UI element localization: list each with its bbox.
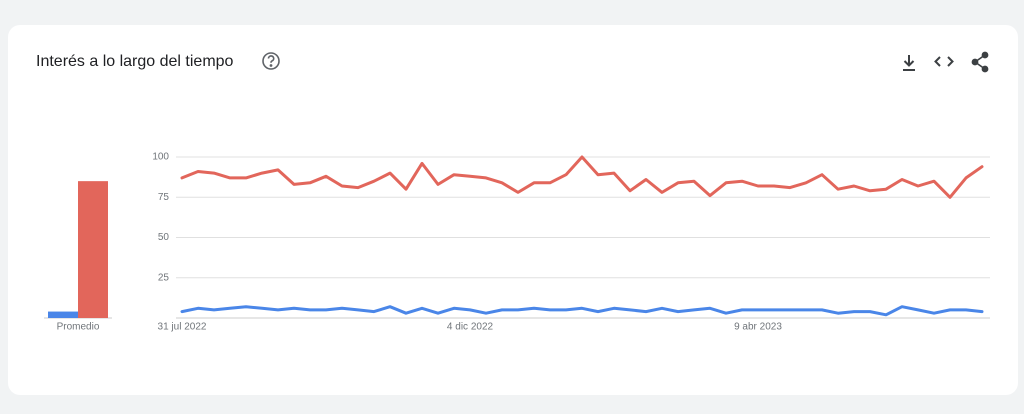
- x-tick-label: 31 jul 2022: [158, 322, 207, 333]
- card: [8, 25, 1018, 395]
- help-icon[interactable]: [262, 52, 280, 70]
- x-tick-label: 9 abr 2023: [734, 322, 782, 333]
- y-tick-label: 25: [158, 272, 170, 283]
- average-bar: [78, 181, 108, 318]
- average-bar: [48, 311, 78, 318]
- x-tick-label: 4 dic 2022: [447, 322, 494, 333]
- download-icon[interactable]: [903, 55, 915, 71]
- series-line: [180, 305, 984, 317]
- y-tick-label: 50: [158, 232, 170, 243]
- share-icon[interactable]: [971, 51, 989, 73]
- y-tick-label: 100: [152, 152, 169, 163]
- card-title: Interés a lo largo del tiempo: [36, 53, 234, 70]
- x-tick-label: Promedio: [57, 322, 100, 333]
- series-line: [180, 155, 984, 199]
- embed-icon[interactable]: [934, 56, 954, 67]
- y-tick-label: 75: [158, 192, 170, 203]
